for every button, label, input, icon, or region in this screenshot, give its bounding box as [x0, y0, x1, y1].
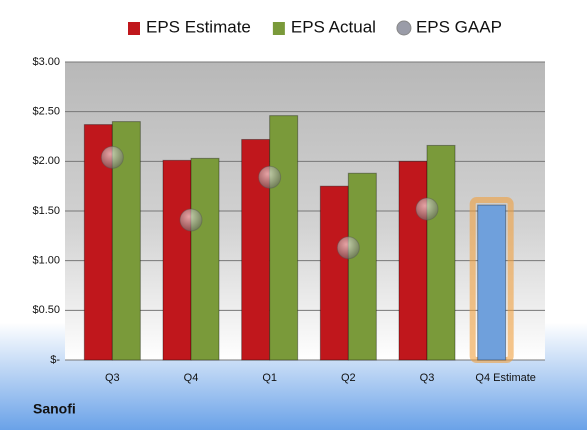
y-tick-label: $1.00	[32, 255, 60, 267]
bar	[398, 160, 428, 361]
bar	[269, 115, 299, 361]
x-tick-label: Q2	[341, 372, 356, 384]
legend-label: EPS GAAP	[416, 17, 502, 36]
bar	[426, 144, 456, 361]
chart-title: Sanofi	[33, 401, 76, 417]
x-tick-label: Q4 Estimate	[475, 372, 536, 384]
y-tick-label: $2.50	[32, 106, 60, 118]
x-tick-label: Q1	[262, 372, 277, 384]
gaap-marker	[336, 236, 360, 260]
gaap-marker	[258, 165, 282, 189]
legend-label: EPS Estimate	[146, 17, 251, 36]
x-tick-label: Q4	[184, 372, 199, 384]
y-tick-label: $-	[50, 354, 60, 366]
y-tick-label: $2.00	[32, 155, 60, 167]
x-tick-label: Q3	[420, 372, 435, 384]
y-tick-label: $0.50	[32, 304, 60, 316]
bar	[477, 204, 507, 361]
legend-marker	[272, 22, 285, 35]
legend-marker	[128, 22, 140, 35]
bar	[190, 157, 220, 361]
y-tick-label: $1.50	[32, 205, 60, 217]
gaap-marker	[179, 208, 203, 232]
y-tick-label: $3.00	[32, 56, 60, 68]
bar	[347, 172, 377, 361]
gaap-marker	[100, 145, 124, 169]
legend-label: EPS Actual	[291, 17, 376, 36]
bar	[162, 159, 192, 361]
x-tick-label: Q3	[105, 372, 120, 384]
gaap-marker	[415, 197, 439, 221]
bar	[319, 185, 349, 361]
legend-marker	[396, 20, 412, 36]
